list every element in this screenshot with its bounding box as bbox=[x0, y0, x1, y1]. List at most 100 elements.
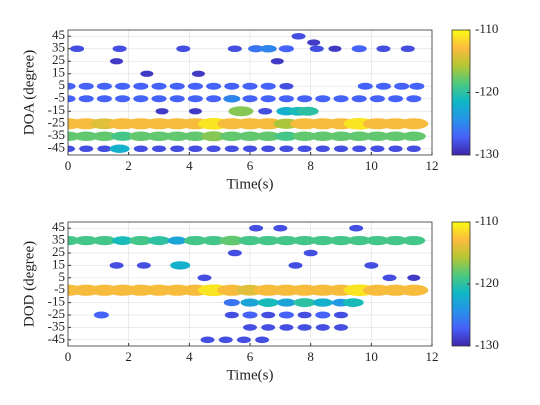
point bbox=[399, 118, 429, 130]
y-tick-label: -15 bbox=[48, 294, 65, 309]
point bbox=[399, 284, 429, 296]
point bbox=[349, 224, 364, 232]
point bbox=[223, 95, 241, 103]
y-tick-label: 15 bbox=[52, 65, 65, 80]
point bbox=[297, 145, 312, 153]
point bbox=[261, 311, 276, 319]
point bbox=[176, 45, 191, 53]
point bbox=[260, 95, 276, 103]
point bbox=[383, 131, 408, 142]
point bbox=[183, 235, 207, 246]
point bbox=[238, 131, 262, 142]
point bbox=[96, 82, 112, 90]
point bbox=[312, 298, 333, 307]
point bbox=[297, 311, 312, 319]
point bbox=[97, 145, 112, 153]
point bbox=[140, 70, 154, 77]
point bbox=[110, 58, 124, 65]
point bbox=[310, 131, 335, 142]
x-tick-label: 10 bbox=[365, 349, 378, 364]
point bbox=[187, 95, 203, 103]
y-tick-label: -35 bbox=[48, 318, 65, 333]
x-tick-label: 2 bbox=[125, 349, 132, 364]
x-axis-label: Time(s) bbox=[227, 367, 274, 383]
x-tick-label: 6 bbox=[247, 349, 254, 364]
y-tick-label: 15 bbox=[52, 256, 65, 271]
point bbox=[219, 235, 244, 246]
point bbox=[364, 262, 379, 269]
point bbox=[347, 235, 371, 246]
point bbox=[273, 224, 288, 232]
point bbox=[96, 95, 112, 103]
point bbox=[352, 145, 367, 153]
point bbox=[261, 145, 276, 153]
point bbox=[151, 95, 167, 103]
colorbar-tick-label: -130 bbox=[475, 146, 499, 161]
point bbox=[79, 145, 94, 153]
point bbox=[70, 45, 85, 53]
point bbox=[256, 131, 281, 142]
point bbox=[243, 324, 257, 331]
points bbox=[68, 224, 429, 344]
point bbox=[165, 131, 190, 142]
point bbox=[206, 95, 222, 103]
point bbox=[248, 45, 265, 53]
point bbox=[249, 224, 264, 232]
y-tick-label: 5 bbox=[59, 269, 66, 284]
point bbox=[279, 145, 294, 153]
point bbox=[400, 45, 415, 53]
point bbox=[202, 235, 226, 246]
x-tick-label: 4 bbox=[186, 158, 193, 173]
point bbox=[260, 82, 276, 90]
point bbox=[78, 82, 94, 90]
point bbox=[274, 235, 298, 246]
point bbox=[152, 145, 166, 153]
point bbox=[224, 311, 239, 319]
point bbox=[382, 274, 397, 282]
point bbox=[279, 324, 294, 331]
point bbox=[297, 95, 313, 103]
y-tick-label: 35 bbox=[52, 232, 65, 247]
point bbox=[191, 70, 205, 77]
point bbox=[197, 274, 212, 282]
point bbox=[365, 131, 390, 142]
point bbox=[357, 82, 373, 90]
point bbox=[147, 131, 171, 142]
colorbar-tick-label: -120 bbox=[475, 83, 499, 98]
axes-frame bbox=[67, 29, 433, 156]
point bbox=[401, 131, 426, 142]
point bbox=[218, 336, 233, 344]
point bbox=[200, 336, 215, 344]
x-tick-label: 2 bbox=[125, 158, 132, 173]
x-tick-label: 0 bbox=[65, 349, 72, 364]
point bbox=[187, 82, 203, 90]
colorbar-tick-label: -120 bbox=[475, 275, 499, 290]
y-tick-label: -5 bbox=[54, 90, 65, 105]
point bbox=[128, 131, 153, 142]
point bbox=[227, 45, 242, 53]
point bbox=[342, 298, 364, 307]
point bbox=[188, 108, 202, 115]
point bbox=[111, 131, 135, 141]
point bbox=[115, 82, 131, 90]
point bbox=[219, 131, 244, 142]
point bbox=[261, 324, 276, 331]
point bbox=[201, 131, 227, 142]
point bbox=[328, 45, 342, 52]
point bbox=[74, 235, 98, 246]
y-tick-label: -35 bbox=[48, 127, 65, 142]
point bbox=[291, 32, 306, 40]
y-tick-label: -15 bbox=[48, 102, 65, 117]
colorbar-tick-label: -130 bbox=[475, 337, 499, 352]
point bbox=[236, 336, 251, 344]
point bbox=[406, 95, 422, 103]
point bbox=[243, 145, 257, 153]
point bbox=[278, 311, 294, 319]
point bbox=[297, 324, 312, 331]
point bbox=[133, 95, 149, 103]
colorbar-tick-label: -110 bbox=[475, 21, 498, 36]
point bbox=[288, 262, 303, 269]
point bbox=[227, 249, 242, 257]
y-tick-label: 5 bbox=[59, 77, 66, 92]
point bbox=[92, 131, 117, 142]
